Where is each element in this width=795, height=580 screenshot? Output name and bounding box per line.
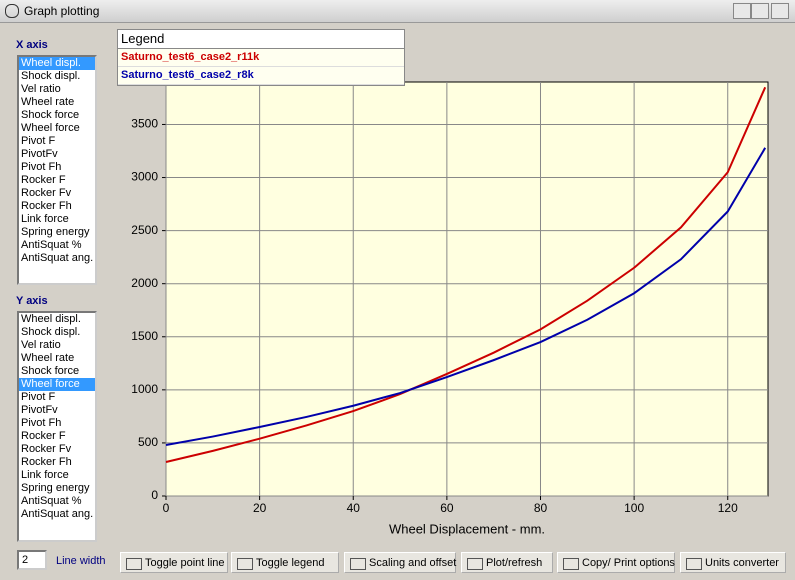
y-tick-label: 0 (151, 488, 158, 502)
minimize-button[interactable] (733, 3, 751, 19)
list-item[interactable]: Wheel force (19, 378, 95, 391)
y-axis-list-label: Y axis (16, 295, 48, 307)
list-item[interactable]: PivotFv (21, 148, 58, 160)
maximize-button[interactable] (751, 3, 769, 19)
list-item[interactable]: Rocker F (21, 174, 66, 186)
line-width-label: Line width (56, 555, 106, 567)
y-tick-label: 1000 (131, 382, 158, 396)
list-item[interactable]: Spring energy (21, 226, 90, 238)
list-item[interactable]: Rocker Fv (21, 443, 72, 455)
list-item[interactable]: Rocker Fh (21, 200, 72, 212)
button[interactable]: Plot/refresh (461, 552, 553, 573)
list-item[interactable]: Wheel rate (21, 352, 75, 364)
y-tick-label: 3000 (131, 170, 158, 184)
window-title: Graph plotting (24, 4, 100, 18)
list-item[interactable]: Pivot F (21, 391, 56, 403)
y-tick-label: 1500 (131, 329, 158, 343)
legend-entry: Saturno_test6_case2_r11k (118, 49, 404, 67)
list-item[interactable]: Vel ratio (21, 83, 61, 95)
y-tick-label: 2500 (131, 223, 158, 237)
list-item[interactable]: Shock displ. (21, 70, 81, 82)
x-tick-label: 40 (347, 501, 361, 515)
x-axis-list-label: X axis (16, 39, 48, 51)
x-tick-label: 0 (163, 501, 170, 515)
app-icon (5, 4, 19, 18)
x-tick-label: 80 (534, 501, 548, 515)
list-item[interactable]: AntiSquat % (21, 239, 82, 251)
button-icon (237, 558, 253, 570)
x-tick-label: 120 (718, 501, 738, 515)
legend-entry: Saturno_test6_case2_r8k (118, 67, 404, 85)
y-tick-label: 500 (138, 435, 158, 449)
list-item[interactable]: AntiSquat ang. (21, 508, 94, 520)
list-item[interactable]: Wheel displ. (19, 57, 95, 70)
list-item[interactable]: AntiSquat % (21, 495, 82, 507)
list-item[interactable]: Shock force (21, 365, 80, 377)
x-axis-title: Wheel Displacement - mm. (389, 521, 545, 536)
list-item[interactable]: Pivot F (21, 135, 56, 147)
button[interactable]: Units converter (680, 552, 786, 573)
list-item[interactable]: Spring energy (21, 482, 90, 494)
list-item[interactable]: Rocker Fh (21, 456, 72, 468)
list-item[interactable]: Rocker Fv (21, 187, 72, 199)
close-button[interactable] (771, 3, 789, 19)
list-item[interactable]: Link force (21, 213, 69, 225)
title-bar: Graph plotting (0, 0, 795, 23)
button-icon (467, 558, 483, 570)
list-item[interactable]: Shock displ. (21, 326, 81, 338)
button-icon (686, 558, 702, 570)
list-item[interactable]: PivotFv (21, 404, 58, 416)
x-axis-list[interactable]: Wheel displ. Shock displ. Vel ratio Wheel r… (17, 55, 97, 285)
list-item[interactable]: Rocker F (21, 430, 66, 442)
list-item[interactable]: Pivot Fh (21, 161, 62, 173)
legend: Legend Saturno_test6_case2_r11k Saturno_t… (117, 29, 405, 86)
list-item[interactable]: AntiSquat ang. (21, 252, 94, 264)
list-item[interactable]: Wheel force (21, 122, 80, 134)
y-tick-label: 3500 (131, 117, 158, 131)
x-tick-label: 100 (624, 501, 644, 515)
list-item[interactable]: Pivot Fh (21, 417, 62, 429)
x-tick-label: 60 (440, 501, 454, 515)
y-tick-label: 2000 (131, 276, 158, 290)
list-item[interactable]: Link force (21, 469, 69, 481)
series-line (165, 147, 767, 447)
x-tick-label: 20 (253, 501, 267, 515)
button-icon (126, 558, 142, 570)
legend-title: Legend (118, 30, 404, 49)
plot-area (165, 81, 769, 497)
list-item[interactable]: Wheel rate (21, 96, 75, 108)
button-icon (563, 558, 579, 570)
series-line (165, 86, 767, 464)
list-item[interactable]: Shock force (21, 109, 80, 121)
line-width-spinner[interactable]: 2 (17, 550, 47, 570)
list-item[interactable]: Wheel displ. (21, 313, 81, 325)
y-axis-list[interactable]: Wheel displ. Shock displ. Vel ratio Wheel r… (17, 311, 97, 542)
button[interactable]: Toggle legend (231, 552, 339, 573)
button[interactable]: Copy/ Print options (557, 552, 675, 573)
button[interactable]: Toggle point line (120, 552, 228, 573)
button-icon (350, 558, 366, 570)
button[interactable]: Scaling and offset (344, 552, 456, 573)
list-item[interactable]: Vel ratio (21, 339, 61, 351)
